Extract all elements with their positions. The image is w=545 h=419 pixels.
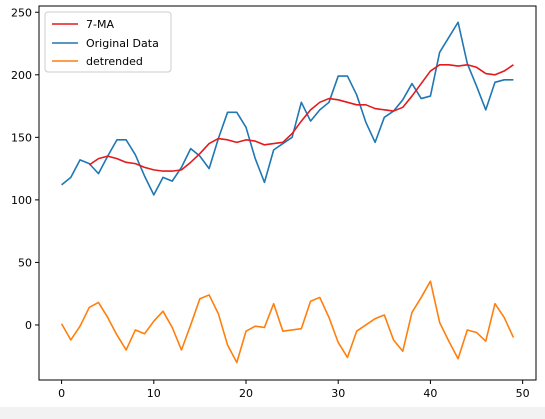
legend-label-original-data: Original Data [86, 37, 159, 50]
plot-area-frame [38, 5, 537, 381]
x-tick-label: 50 [516, 387, 530, 400]
y-tick-label: 150 [11, 131, 32, 144]
axis-layer: 0 10 20 30 40 50 0 50 100 150 200 250 [11, 6, 530, 400]
x-tick-label: 0 [58, 387, 65, 400]
series-line-original-data [61, 21, 514, 196]
window-footer-strip [0, 407, 545, 419]
y-tick-label: 0 [25, 319, 32, 332]
y-tick-label: 200 [11, 69, 32, 82]
legend: 7-MA Original Data detrended [44, 11, 172, 73]
y-tick-label: 50 [18, 256, 32, 269]
x-tick-label: 20 [239, 387, 253, 400]
y-tick-label: 250 [11, 6, 32, 19]
series-layer [60, 21, 515, 364]
legend-label-7ma: 7-MA [86, 18, 114, 31]
x-tick-label: 30 [331, 387, 345, 400]
y-tick-label: 100 [11, 194, 32, 207]
x-tick-label: 40 [423, 387, 437, 400]
legend-label-detrended: detrended [86, 55, 143, 68]
legend-box [44, 11, 172, 73]
series-line-7-ma [88, 63, 514, 172]
series-line-detrended [60, 280, 515, 364]
x-tick-label: 10 [147, 387, 161, 400]
